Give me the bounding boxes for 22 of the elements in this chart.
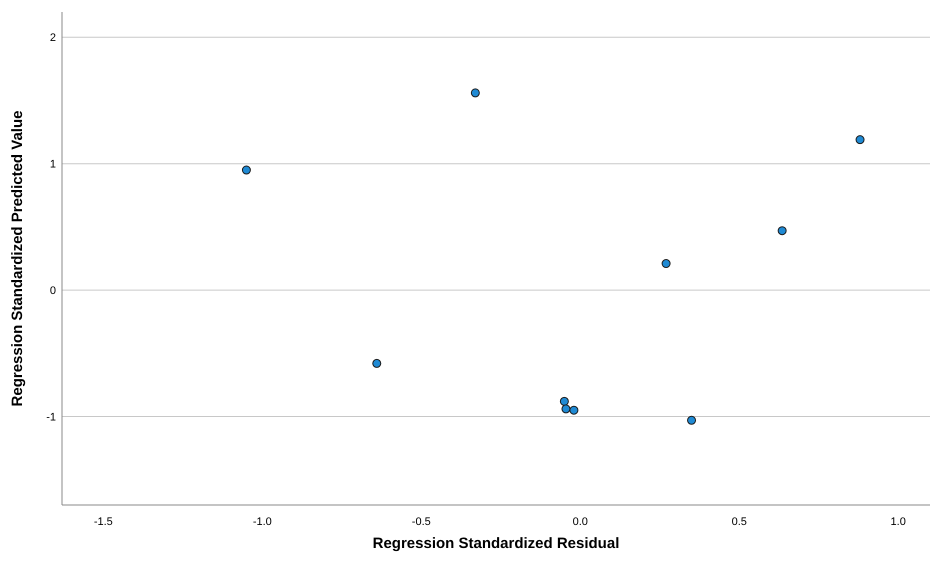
x-tick-label: -0.5 <box>412 516 431 528</box>
x-axis-title: Regression Standardized Residual <box>372 535 620 552</box>
y-tick-label: -1 <box>46 411 56 424</box>
point <box>560 396 569 406</box>
y-tick-label: 2 <box>50 32 56 44</box>
point <box>856 135 865 144</box>
x-tick-label: -1.0 <box>252 516 272 528</box>
point <box>662 259 671 268</box>
point <box>778 226 787 236</box>
point <box>372 358 382 368</box>
point <box>687 416 696 425</box>
x-tick-label: 0.5 <box>732 516 747 528</box>
x-tick-label: -1.5 <box>94 516 113 528</box>
y-tick-label: 1 <box>50 158 56 171</box>
point <box>470 88 480 98</box>
x-tick-label: 0.0 <box>572 516 588 528</box>
point <box>569 406 578 415</box>
x-tick-label: 1.0 <box>890 516 906 528</box>
y-tick-label: 0 <box>50 284 56 297</box>
point <box>242 166 251 175</box>
point <box>561 404 570 414</box>
y-axis-title: Regression Standardized Predicted Value <box>9 110 26 406</box>
